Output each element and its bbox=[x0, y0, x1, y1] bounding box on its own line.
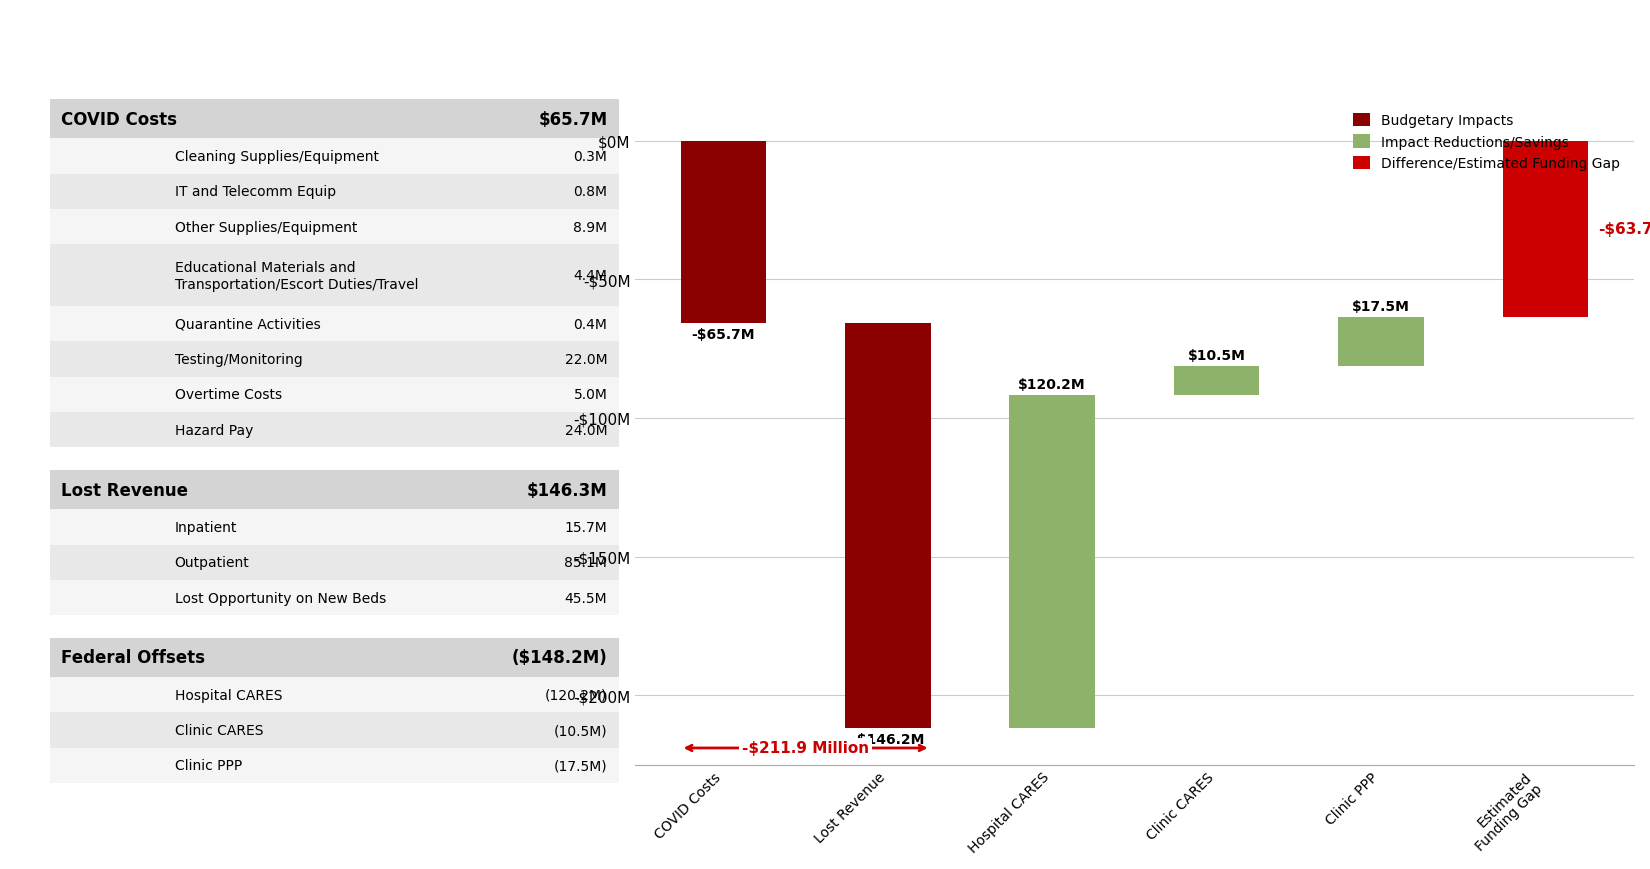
Bar bbox=[50, 377, 619, 413]
Text: ($148.2M): ($148.2M) bbox=[512, 648, 607, 667]
Text: -$63.7M: -$63.7M bbox=[1597, 222, 1650, 237]
Text: Quarantine Activities: Quarantine Activities bbox=[175, 317, 320, 331]
Bar bbox=[50, 342, 619, 377]
Legend: Budgetary Impacts, Impact Reductions/Savings, Difference/Estimated Funding Gap: Budgetary Impacts, Impact Reductions/Sav… bbox=[1346, 107, 1627, 178]
Text: $65.7M: $65.7M bbox=[538, 110, 607, 129]
Bar bbox=[50, 100, 619, 139]
Text: 24.0M: 24.0M bbox=[564, 423, 607, 437]
Text: -$211.9 Million: -$211.9 Million bbox=[742, 740, 870, 755]
Text: Hospital CARES: Hospital CARES bbox=[175, 688, 282, 702]
Text: -$146.2M: -$146.2M bbox=[851, 733, 924, 746]
Text: 45.5M: 45.5M bbox=[564, 591, 607, 605]
Bar bbox=[50, 748, 619, 783]
Bar bbox=[50, 470, 619, 509]
Text: $10.5M: $10.5M bbox=[1188, 348, 1246, 362]
Text: IT and Telecomm Equip: IT and Telecomm Equip bbox=[175, 185, 337, 199]
Bar bbox=[50, 638, 619, 677]
Text: $146.3M: $146.3M bbox=[526, 481, 607, 499]
Bar bbox=[50, 245, 619, 307]
Bar bbox=[50, 713, 619, 748]
Bar bbox=[680, 142, 766, 323]
Text: Educational Materials and
Transportation/Escort Duties/Travel: Educational Materials and Transportation… bbox=[175, 261, 417, 291]
Text: (10.5M): (10.5M) bbox=[554, 723, 607, 737]
Bar bbox=[1338, 318, 1424, 367]
Text: $17.5M: $17.5M bbox=[1351, 300, 1409, 314]
Bar bbox=[1010, 395, 1096, 728]
Text: Lost Opportunity on New Beds: Lost Opportunity on New Beds bbox=[175, 591, 386, 605]
Text: (120.2M): (120.2M) bbox=[544, 688, 607, 702]
Bar bbox=[50, 413, 619, 448]
Bar bbox=[1173, 367, 1259, 395]
Bar bbox=[50, 209, 619, 245]
Text: COVID Costs: COVID Costs bbox=[61, 110, 177, 129]
Text: Cleaning Supplies/Equipment: Cleaning Supplies/Equipment bbox=[175, 149, 380, 163]
Bar bbox=[1503, 142, 1587, 318]
Text: Clinic PPP: Clinic PPP bbox=[175, 759, 243, 773]
Text: 4.4M: 4.4M bbox=[574, 269, 607, 282]
Text: 85.1M: 85.1M bbox=[564, 555, 607, 569]
Text: Inpatient: Inpatient bbox=[175, 521, 238, 534]
Bar bbox=[50, 580, 619, 615]
Text: $120.2M: $120.2M bbox=[1018, 377, 1086, 391]
Text: Overtime Costs: Overtime Costs bbox=[175, 388, 282, 402]
Text: Federal Offsets: Federal Offsets bbox=[61, 648, 205, 667]
Text: Clinic CARES: Clinic CARES bbox=[175, 723, 264, 737]
Text: -$65.7M: -$65.7M bbox=[691, 328, 756, 342]
Text: Other Supplies/Equipment: Other Supplies/Equipment bbox=[175, 221, 356, 235]
Bar bbox=[50, 545, 619, 580]
Bar bbox=[50, 307, 619, 342]
Bar bbox=[50, 175, 619, 209]
Bar bbox=[50, 677, 619, 713]
Bar bbox=[50, 139, 619, 175]
Text: 8.9M: 8.9M bbox=[573, 221, 607, 235]
Bar bbox=[845, 323, 931, 728]
Text: 5.0M: 5.0M bbox=[574, 388, 607, 402]
Text: Testing/Monitoring: Testing/Monitoring bbox=[175, 353, 302, 367]
Text: Lost Revenue: Lost Revenue bbox=[61, 481, 188, 499]
Bar bbox=[50, 509, 619, 545]
Text: (17.5M): (17.5M) bbox=[554, 759, 607, 773]
Text: 0.4M: 0.4M bbox=[574, 317, 607, 331]
Text: 0.8M: 0.8M bbox=[573, 185, 607, 199]
Text: 15.7M: 15.7M bbox=[564, 521, 607, 534]
Text: Hospital & Clinic: 2019/20 COVID Impacts & Reduction/Savings Categories: Hospital & Clinic: 2019/20 COVID Impacts… bbox=[302, 34, 1348, 57]
Text: Outpatient: Outpatient bbox=[175, 555, 249, 569]
Text: 0.3M: 0.3M bbox=[574, 149, 607, 163]
Text: Hazard Pay: Hazard Pay bbox=[175, 423, 252, 437]
Text: 22.0M: 22.0M bbox=[564, 353, 607, 367]
